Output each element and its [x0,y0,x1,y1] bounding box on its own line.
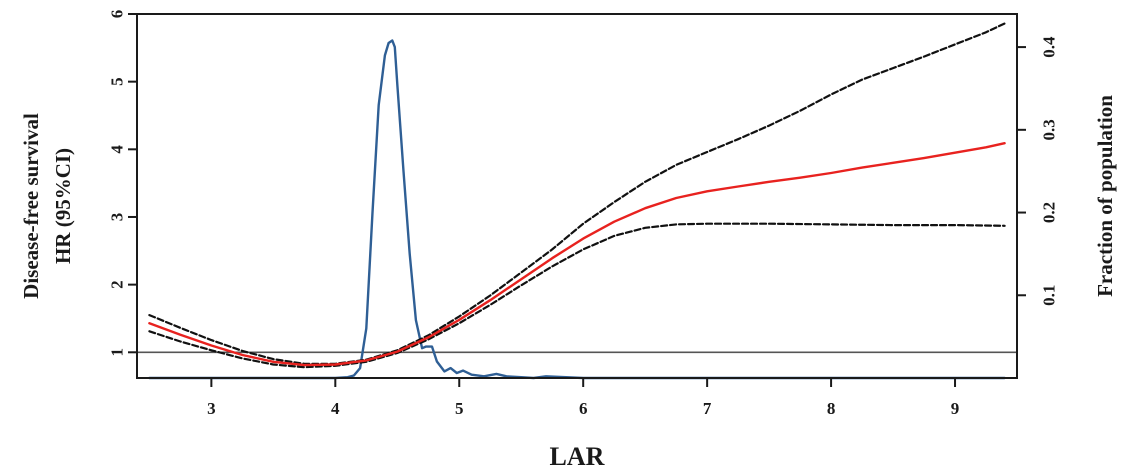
x-tick-label: 4 [331,399,340,418]
x-axis-title: LAR [550,442,605,471]
x-tick-label: 5 [455,399,464,418]
y-tick-label: 2 [108,280,127,289]
x-tick-label: 6 [579,399,588,418]
y2-tick-label: 0.3 [1040,119,1059,140]
x-tick-label: 8 [827,399,836,418]
x-axis: 3 4 5 6 7 8 9 [207,378,959,418]
y2-tick-label: 0.2 [1040,202,1059,223]
y-axis-title-line1: Disease-free survival [19,113,43,299]
series-hr-line [148,141,1006,367]
x-tick-label: 7 [703,399,712,418]
y2-tick-label: 0.1 [1040,285,1059,306]
plot-frame [136,13,1018,379]
y-tick-label: 6 [108,10,127,19]
y-tick-label: 3 [108,213,127,222]
series-density-line [148,39,1006,380]
y2-tick-label: 0.4 [1040,36,1059,58]
y-tick-label: 5 [108,77,127,86]
series-ci-lower-line [148,222,1006,369]
plot-content [137,22,1017,380]
y-axis-title-line2: HR (95%CI) [51,148,75,264]
y-tick-label: 4 [108,145,127,154]
right-axis-title: Fraction of population [1093,95,1117,297]
y-axis-left: 1 2 3 4 5 6 [108,10,137,357]
x-tick-label: 3 [207,399,216,418]
series-ci-upper-line [148,22,1006,365]
y-tick-label: 1 [108,348,127,357]
x-tick-label: 9 [951,399,960,418]
y-axis-right: 0.1 0.2 0.3 0.4 [1017,36,1059,306]
